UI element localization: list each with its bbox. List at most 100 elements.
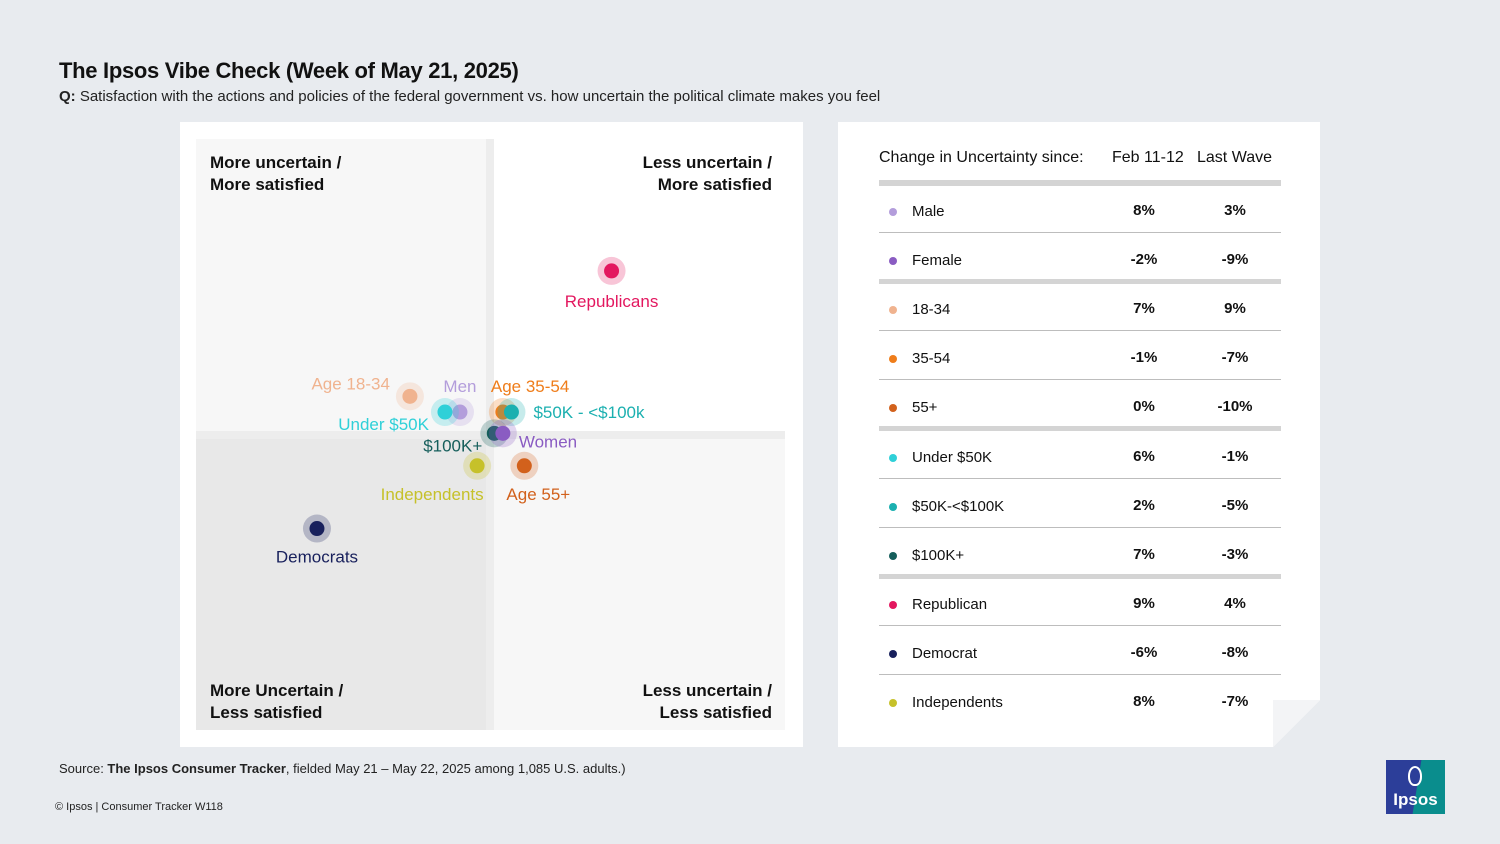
quadrant-chart: More uncertain / More satisfied Less unc… <box>196 139 785 730</box>
row-value-last-wave: 4% <box>1224 594 1246 612</box>
table-header-label: Change in Uncertainty since: <box>879 149 1084 166</box>
row-label: Republican <box>912 595 988 613</box>
table-row: $100K+ 7% -3% <box>879 528 1281 579</box>
row-value-feb: 8% <box>1133 693 1155 710</box>
point-marker <box>309 521 325 537</box>
row-divider <box>879 379 1281 381</box>
row-label: 35-54 <box>912 350 951 368</box>
question-body: Satisfaction with the actions and polici… <box>75 88 881 105</box>
point-marker <box>437 404 453 420</box>
logo-text: Ipsos <box>1393 790 1438 809</box>
quadrant-label-bottom-left-line1: More Uncertain / <box>210 681 343 700</box>
row-divider <box>879 232 1281 233</box>
row-value-last-wave: 3% <box>1224 202 1246 219</box>
row-value-feb: 6% <box>1133 447 1155 465</box>
legend-dot-icon <box>889 208 897 216</box>
question-prefix: Q: <box>59 88 76 105</box>
point-age-18-34: Age 18-34 <box>311 374 424 411</box>
point-women: Women <box>488 419 577 451</box>
legend-dot-icon <box>889 699 897 707</box>
quadrant-bottom-left-bg <box>196 438 486 730</box>
point-marker <box>604 263 620 279</box>
row-value-last-wave: -7% <box>1221 693 1249 710</box>
ipsos-logo: Ipsos <box>1386 760 1445 814</box>
quadrant-label-bottom-left-line2: Less satisfied <box>210 703 322 722</box>
point-age-55: Age 55+ <box>506 451 570 504</box>
row-label: 18-34 <box>912 301 951 319</box>
quadrant-label-top-right-line2: More satisfied <box>658 175 772 194</box>
table-header-col1: Feb 11-12 <box>1112 149 1184 166</box>
row-value-last-wave: -3% <box>1221 545 1249 563</box>
point-men: Men <box>443 377 477 427</box>
quadrant-label-top-left-line2: More satisfied <box>210 175 324 194</box>
legend-dot-icon <box>889 502 897 511</box>
point-independents: Independents <box>381 451 492 504</box>
point-marker <box>495 425 511 441</box>
point-marker <box>452 404 468 420</box>
source-note: Source: The Ipsos Consumer Tracker, fiel… <box>59 761 626 776</box>
row-divider <box>879 330 1281 332</box>
quadrant-label-top-right-line1: Less uncertain / <box>643 153 773 172</box>
table-header-rule <box>879 180 1281 186</box>
question-text: Q: Satisfaction with the actions and pol… <box>59 88 880 105</box>
point-marker <box>516 458 532 474</box>
row-divider <box>879 624 1281 626</box>
row-divider <box>879 426 1281 432</box>
quadrant-label-bottom-right-line2: Less satisfied <box>660 703 772 722</box>
table-row: Democrat -6% -8% <box>879 626 1281 675</box>
point-label: Age 18-34 <box>311 374 389 393</box>
table-row: Under $50K 6% -1% <box>879 430 1281 479</box>
table-header-col2: Last Wave <box>1197 149 1272 166</box>
quadrant-top-left-bg <box>196 139 486 436</box>
row-value-last-wave: -7% <box>1221 349 1249 367</box>
row-label: Female <box>912 252 963 270</box>
table-header: Change in Uncertainty since: Feb 11-12 L… <box>879 149 1281 169</box>
legend-dot-icon <box>889 551 897 560</box>
legend-dot-icon <box>889 404 897 413</box>
point-label: $50K - <$100k <box>533 403 645 422</box>
row-value-feb: -2% <box>1130 251 1158 269</box>
point-50k-100k: $50K - <$100k <box>497 398 645 427</box>
table-row: Republican 9% 4% <box>879 577 1281 626</box>
quadrant-bottom-right-bg <box>494 438 785 730</box>
table-row: 55+ 0% -10% <box>879 380 1281 432</box>
legend-dot-icon <box>889 649 897 658</box>
row-divider <box>879 477 1281 479</box>
row-value-feb: 0% <box>1133 398 1155 416</box>
point-label: Age 35-54 <box>491 377 569 396</box>
point-democrats: Democrats <box>276 514 358 567</box>
row-value-feb: 2% <box>1133 496 1155 514</box>
legend-dot-icon <box>889 355 897 364</box>
row-value-feb: -1% <box>1130 349 1158 367</box>
point-marker <box>469 458 485 474</box>
row-label: Under $50K <box>912 448 993 466</box>
source-details: , fielded May 21 – May 22, 2025 among 1,… <box>285 761 626 776</box>
source-prefix: Source: <box>59 761 108 776</box>
row-label: Male <box>912 203 945 220</box>
table-row: Female -2% -9% <box>879 233 1281 285</box>
table-row: 18-34 7% 9% <box>879 282 1281 332</box>
row-value-last-wave: -1% <box>1221 447 1249 465</box>
uncertainty-table-card <box>838 122 1320 747</box>
row-label: $50K-<$100K <box>912 497 1005 515</box>
legend-dot-icon <box>889 453 897 462</box>
points-layer: Republicans Age 18-34 Men Age 35-54 Under $5… <box>276 256 658 567</box>
point-under-50k: Under $50K <box>338 398 459 434</box>
row-value-feb: 7% <box>1133 300 1155 318</box>
row-divider <box>879 526 1281 528</box>
legend-dot-icon <box>889 600 897 609</box>
source-name: The Ipsos Consumer Tracker <box>107 761 286 776</box>
logo-head-icon <box>1408 766 1422 786</box>
quadrant-label-top-left-line1: More uncertain / <box>210 153 342 172</box>
table-row: Male 8% 3% <box>879 184 1281 233</box>
row-divider <box>879 673 1281 675</box>
point-label: $100K+ <box>423 436 482 455</box>
point-marker <box>503 404 519 420</box>
row-label: $100K+ <box>912 546 965 564</box>
point-label: Women <box>519 432 577 451</box>
point-marker <box>402 388 418 404</box>
row-value-last-wave: -10% <box>1217 398 1253 416</box>
table-row: 35-54 -1% -7% <box>879 331 1281 381</box>
quadrant-chart-card: More uncertain / More satisfied Less unc… <box>180 122 803 747</box>
row-divider <box>879 279 1281 285</box>
